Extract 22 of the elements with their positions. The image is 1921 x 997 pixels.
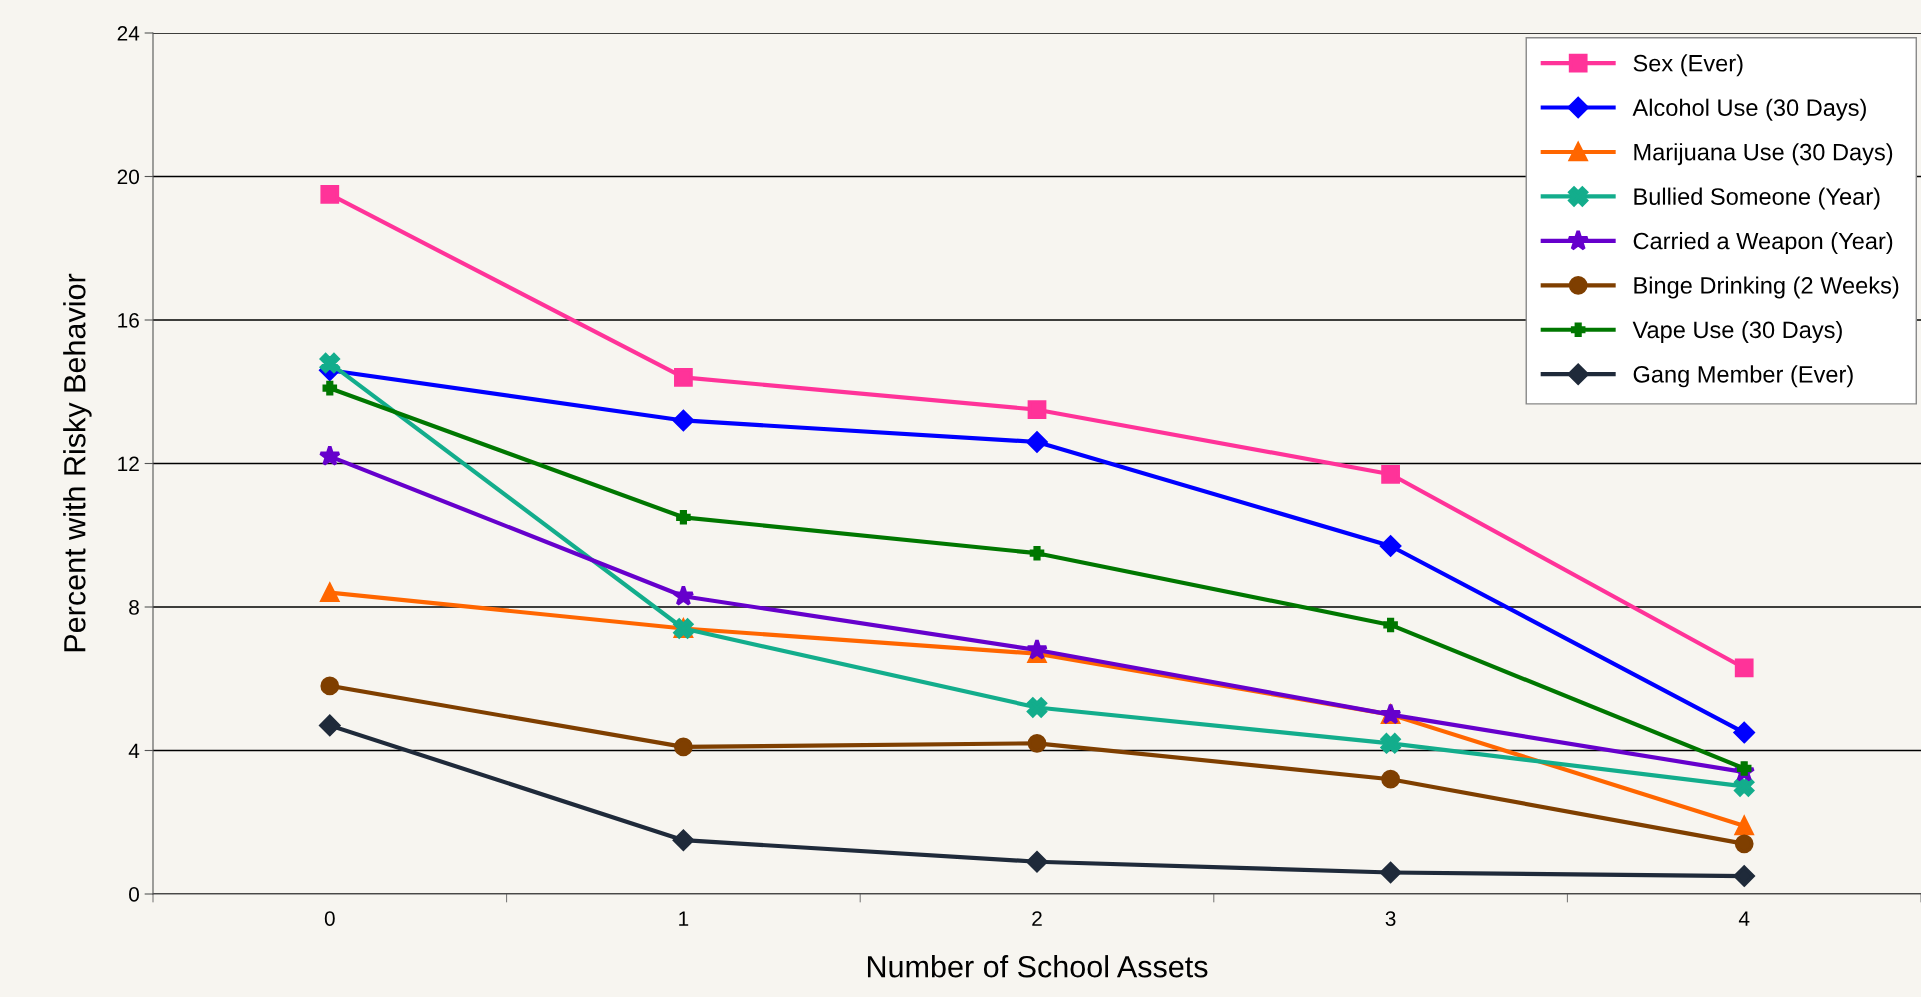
legend-label: Bullied Someone (Year) [1634, 187, 1880, 210]
legend-label: Gang Member (Ever) [1633, 365, 1853, 388]
y-tick-label: 8 [129, 600, 139, 615]
legend-label: Alcohol Use (30 Days) [1632, 98, 1866, 121]
y-tick-label: 20 [117, 169, 139, 185]
x-tick-label: 3 [1385, 911, 1396, 926]
legend-label: Vape Use (30 Days) [1632, 320, 1842, 343]
x-tick-label: 1 [679, 911, 689, 926]
y-tick-label: 4 [128, 743, 140, 759]
x-tick-label: 2 [1032, 911, 1042, 926]
legend-label: Binge Drinking (2 Weeks) [1634, 276, 1899, 299]
x-axis-title: Number of School Assets [867, 955, 1208, 978]
y-tick-label: 16 [118, 313, 139, 328]
y-axis-title: Percent with Risky Behavior [63, 273, 92, 652]
y-tick-label: 0 [129, 887, 139, 902]
y-tick-label: 12 [118, 456, 139, 472]
legend-label: Sex (Ever) [1633, 54, 1743, 77]
y-tick-label: 24 [117, 26, 140, 41]
x-tick-label: 0 [324, 911, 335, 926]
legend-label: Carried a Weapon (Year) [1633, 232, 1893, 255]
x-tick-label: 4 [1738, 911, 1750, 926]
legend-label: Marijuana Use (30 Days) [1634, 143, 1893, 166]
